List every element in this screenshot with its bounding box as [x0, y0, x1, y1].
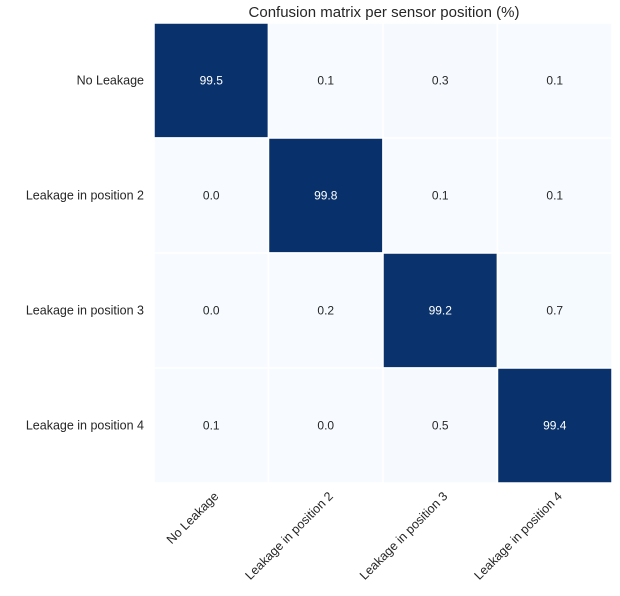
heatmap-cell	[496, 252, 613, 369]
cell-value-label: 0.1	[546, 74, 563, 88]
heatmap-cell	[267, 252, 384, 369]
heatmap-cell	[153, 137, 270, 254]
cell-value-label: 0.1	[317, 74, 334, 88]
heatmap-cells: 99.5 0.1 0.3 0.1 0.0 99.8 0.1 0.1 0.0 0.2 99.2 0.7 0…	[153, 22, 613, 484]
row-tick-label: Leakage in position 4	[26, 419, 144, 433]
heatmap-cell	[496, 367, 613, 484]
cell-value-label: 0.0	[317, 419, 334, 433]
cell-value-label: 0.2	[317, 304, 334, 318]
column-tick-labels: No Leakage Leakage in position 2 Leakage i…	[164, 489, 565, 582]
cell-value-label: 99.4	[543, 419, 567, 433]
chart-title: Confusion matrix per sensor position (%)	[249, 4, 520, 21]
row-tick-label: Leakage in position 2	[26, 189, 144, 203]
row-tick-labels: No Leakage Leakage in position 2 Leakage i…	[26, 74, 144, 433]
cell-value-label: 99.5	[200, 74, 224, 88]
heatmap-cell	[496, 22, 613, 139]
cell-value-label: 0.1	[203, 419, 220, 433]
heatmap-cell	[267, 137, 384, 254]
cell-value-label: 99.2	[429, 304, 453, 318]
cell-value-label: 0.5	[432, 419, 449, 433]
heatmap-cell	[382, 22, 499, 139]
column-tick-label: Leakage in position 3	[357, 489, 450, 582]
heatmap-cell	[496, 137, 613, 254]
row-tick-label: No Leakage	[77, 74, 144, 88]
cell-value-label: 0.3	[432, 74, 449, 88]
heatmap-cell	[267, 22, 384, 139]
cell-value-label: 0.0	[203, 189, 220, 203]
cell-value-label: 99.8	[314, 189, 338, 203]
heatmap-cell	[153, 367, 270, 484]
column-tick-label: Leakage in position 4	[471, 489, 564, 582]
row-tick-label: Leakage in position 3	[26, 304, 144, 318]
cell-value-label: 0.1	[546, 189, 563, 203]
column-tick-label: Leakage in position 2	[242, 489, 335, 582]
heatmap-cell	[267, 367, 384, 484]
cell-value-label: 0.1	[432, 189, 449, 203]
cell-value-label: 0.0	[203, 304, 220, 318]
column-tick-label: No Leakage	[164, 489, 222, 547]
cell-value-label: 0.7	[546, 304, 563, 318]
heatmap-cell	[153, 22, 270, 139]
